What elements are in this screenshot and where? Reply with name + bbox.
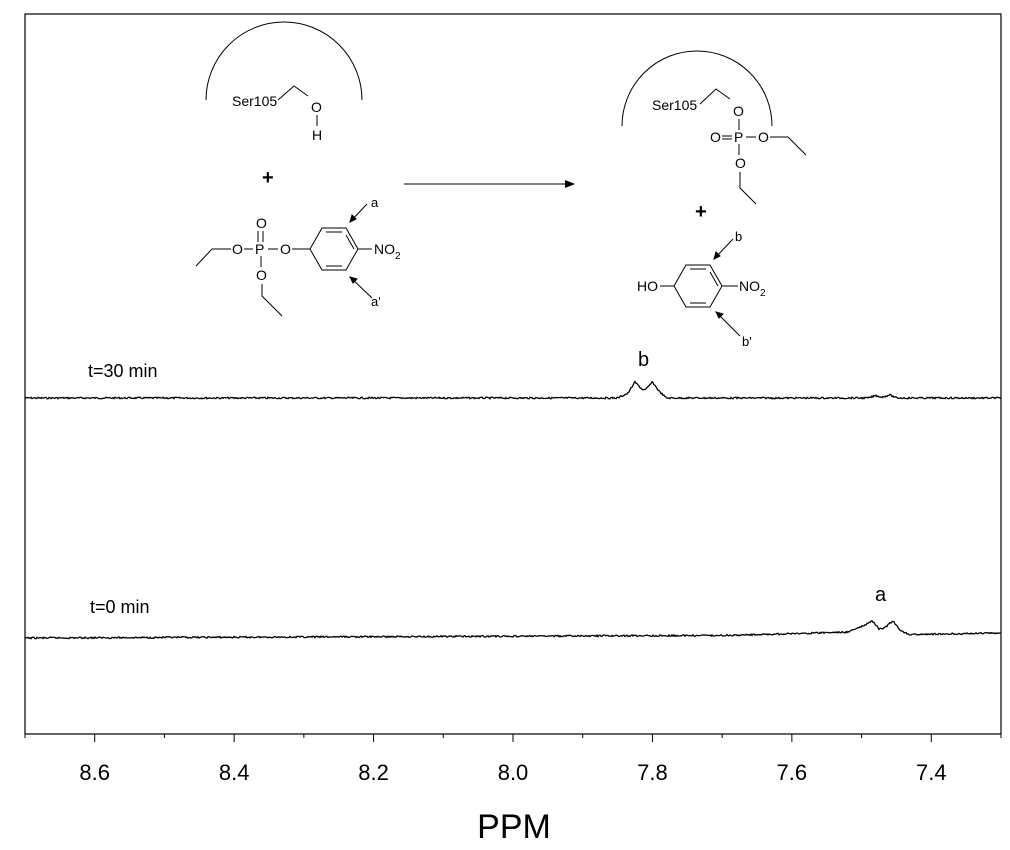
reactant-o-bottom: O	[256, 267, 267, 283]
series-label-t30: t=30 min	[88, 361, 158, 381]
product-o-bottom: O	[735, 155, 746, 171]
x-tick-label: 8.6	[79, 760, 110, 785]
plus-sign-2: +	[695, 201, 707, 223]
label-a-prime: a'	[371, 294, 381, 309]
reactant-enzyme-arc	[205, 21, 363, 101]
reactant-o-right: O	[280, 241, 291, 257]
series-label-t0: t=0 min	[90, 597, 150, 617]
label-b-prime: b'	[742, 334, 752, 349]
x-axis-label: PPM	[477, 808, 551, 846]
product-enzyme-arc	[621, 50, 773, 127]
x-tick-label: 7.8	[637, 760, 668, 785]
label-a: a	[371, 195, 379, 210]
product-ho: HO	[637, 278, 658, 294]
nitrophenol-bonds	[660, 238, 741, 337]
x-tick-label: 8.0	[498, 760, 529, 785]
x-tick-label: 8.4	[219, 760, 250, 785]
reactant-ser-bond	[277, 85, 309, 101]
reactant-oh-h: H	[312, 127, 322, 143]
x-tick-label: 7.4	[916, 760, 947, 785]
reaction-arrow	[404, 180, 575, 188]
reactant-oh-o: O	[311, 99, 322, 115]
product-bonds	[722, 119, 807, 205]
reactant-p: P	[255, 241, 264, 257]
spectrum-line-t0	[24, 619, 1002, 640]
reactant-no2: NO2	[374, 241, 401, 262]
product-o-left: O	[710, 129, 721, 145]
product-o-top: O	[733, 103, 744, 119]
peak-label-a: a	[875, 584, 887, 606]
peak-label-b: b	[638, 349, 649, 371]
reactant-bonds	[195, 203, 373, 317]
reactant-o-left: O	[232, 241, 243, 257]
x-tick-label: 8.2	[358, 760, 389, 785]
label-b: b	[735, 229, 742, 244]
spectra	[24, 380, 1002, 640]
spectrum-line-t30	[24, 380, 1002, 400]
reactant-enzyme-label: Ser105	[232, 93, 277, 109]
reactant-o-top: O	[256, 215, 267, 231]
product-p: P	[734, 129, 743, 145]
product-o-right: O	[758, 129, 769, 145]
plot-frame	[24, 13, 1002, 735]
product-no2: NO2	[739, 278, 766, 299]
product-ser-bond	[699, 88, 731, 105]
x-tick-label: 7.6	[777, 760, 808, 785]
x-axis: 8.6 8.4 8.2 8.0 7.8 7.6 7.4	[24, 734, 1002, 785]
reaction-scheme: Ser105 O H + P O O O O	[195, 21, 807, 349]
plus-sign-1: +	[262, 167, 274, 189]
product-enzyme-label: Ser105	[652, 97, 697, 113]
